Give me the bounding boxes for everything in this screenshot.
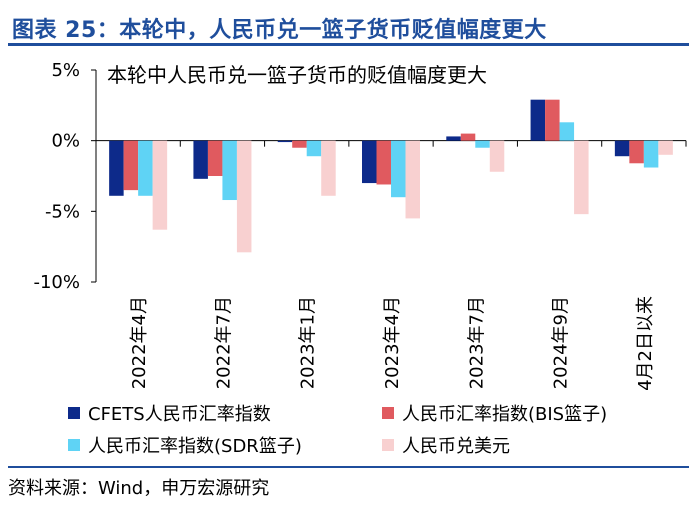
bar-4 xyxy=(574,140,589,215)
x-tick-label: 2022年7月 xyxy=(213,296,234,389)
bar-2 xyxy=(545,99,560,141)
bar-3 xyxy=(138,140,153,196)
bar-chart: 5% 0% -5% -10% 本轮中人民币兑一篮子货币的贬值幅度更大 2022年4月 202… xyxy=(33,60,687,391)
source-note: 资料来源：Wind，申万宏源研究 xyxy=(8,478,270,499)
bar-1 xyxy=(530,99,546,141)
figure-header: 图表 25：本轮中，人民币兑一篮子货币贬值幅度更大 xyxy=(8,6,689,46)
bar-2 xyxy=(123,140,139,191)
legend-label: CFETS人民币汇率指数 xyxy=(88,404,271,425)
x-tick-label: 4月2日以来 xyxy=(635,296,656,391)
bar-3 xyxy=(559,122,575,141)
bar-2 xyxy=(460,133,476,141)
x-tick-label: 2023年4月 xyxy=(382,296,403,389)
bar-1 xyxy=(614,140,630,157)
footer-rule xyxy=(8,466,689,468)
chart-title: 本轮中人民币兑一篮子货币的贬值幅度更大 xyxy=(107,63,487,87)
legend-label: 人民币兑美元 xyxy=(402,436,510,457)
x-tick-label: 2024年9月 xyxy=(551,296,572,389)
bar-1 xyxy=(362,140,377,184)
y-tick-label: 0% xyxy=(51,131,80,152)
legend-swatch xyxy=(68,407,80,419)
legend-item: CFETS人民币汇率指数 xyxy=(68,400,271,426)
bar-4 xyxy=(152,140,168,230)
x-tick-label: 2023年7月 xyxy=(466,296,487,389)
y-tick-label: -5% xyxy=(45,201,80,222)
y-tick-label: -10% xyxy=(33,272,80,293)
bar-1 xyxy=(277,140,293,143)
x-tick-label: 2023年1月 xyxy=(298,296,319,389)
bar-4 xyxy=(321,140,336,196)
bar-4 xyxy=(405,140,420,219)
bar-1 xyxy=(193,140,208,179)
bar-1 xyxy=(446,136,461,141)
legend-label: 人民币汇率指数(SDR篮子) xyxy=(88,436,302,457)
header-rule xyxy=(8,43,689,46)
bar-2 xyxy=(376,140,391,185)
chart-legend: CFETS人民币汇率指数 人民币汇率指数(BIS篮子) 人民币汇率指数(SDR篮子)… xyxy=(0,398,697,464)
bar-4 xyxy=(489,140,505,172)
bar-3 xyxy=(391,140,406,198)
legend-swatch xyxy=(382,407,394,419)
legend-label: 人民币汇率指数(BIS篮子) xyxy=(402,404,608,425)
bar-2 xyxy=(292,140,307,148)
bar-2 xyxy=(629,140,644,164)
bar-2 xyxy=(207,140,223,176)
bar-3 xyxy=(643,140,659,168)
bar-1 xyxy=(109,140,124,196)
bar-3 xyxy=(222,140,237,201)
bar-3 xyxy=(306,140,322,157)
legend-swatch xyxy=(382,439,394,451)
bar-4 xyxy=(236,140,252,253)
legend-item: 人民币兑美元 xyxy=(382,432,510,458)
bar-4 xyxy=(658,140,673,155)
bar-3 xyxy=(475,140,490,148)
legend-item: 人民币汇率指数(BIS篮子) xyxy=(382,400,607,426)
legend-swatch xyxy=(68,439,80,451)
figure-title: 图表 25：本轮中，人民币兑一篮子货币贬值幅度更大 xyxy=(12,18,547,43)
legend-item: 人民币汇率指数(SDR篮子) xyxy=(68,432,302,458)
y-tick-label: 5% xyxy=(51,60,80,81)
x-tick-label: 2022年4月 xyxy=(129,296,150,389)
